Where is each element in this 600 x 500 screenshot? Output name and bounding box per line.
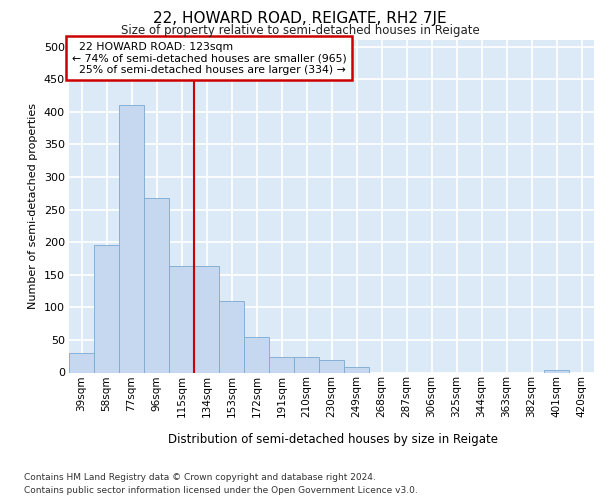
Bar	[219, 301, 244, 372]
Bar	[344, 366, 369, 372]
Bar	[94, 246, 119, 372]
Bar	[169, 266, 194, 372]
Text: Distribution of semi-detached houses by size in Reigate: Distribution of semi-detached houses by …	[168, 432, 498, 446]
Text: Contains public sector information licensed under the Open Government Licence v3: Contains public sector information licen…	[24, 486, 418, 495]
Text: Contains HM Land Registry data © Crown copyright and database right 2024.: Contains HM Land Registry data © Crown c…	[24, 472, 376, 482]
Bar	[119, 105, 144, 372]
Bar	[194, 266, 219, 372]
Text: 22 HOWARD ROAD: 123sqm
← 74% of semi-detached houses are smaller (965)
  25% of : 22 HOWARD ROAD: 123sqm ← 74% of semi-det…	[71, 42, 346, 75]
Bar	[294, 357, 319, 372]
Bar	[319, 360, 344, 372]
Text: 22, HOWARD ROAD, REIGATE, RH2 7JE: 22, HOWARD ROAD, REIGATE, RH2 7JE	[153, 11, 447, 26]
Bar	[244, 336, 269, 372]
Bar	[144, 198, 169, 372]
Bar	[544, 370, 569, 372]
Bar	[269, 357, 294, 372]
Text: Size of property relative to semi-detached houses in Reigate: Size of property relative to semi-detach…	[121, 24, 479, 37]
Y-axis label: Number of semi-detached properties: Number of semi-detached properties	[28, 104, 38, 309]
Bar	[69, 353, 94, 372]
